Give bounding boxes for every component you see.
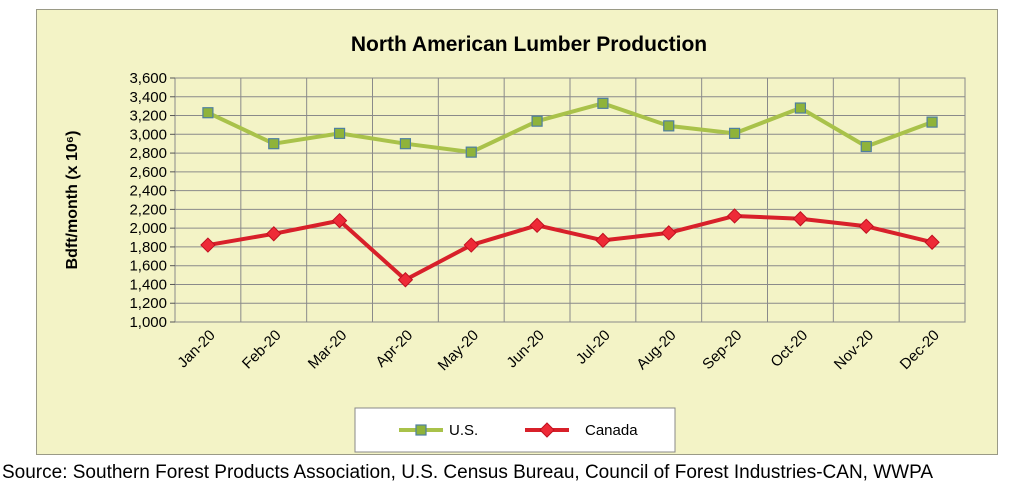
y-tick-label: 1,200 [129, 295, 167, 312]
data-point [331, 212, 348, 229]
x-tick-label: Jun-20 [503, 327, 547, 371]
x-tick-label: Jul-20 [573, 327, 614, 368]
x-tick-label: Nov-20 [831, 327, 877, 373]
y-tick-label: 3,000 [129, 126, 167, 143]
data-point [529, 217, 545, 234]
x-axis-ticks: Jan-20 Feb-20 Mar-20 Apr-20 May-20 Jun-20 Jul-… [174, 327, 943, 374]
y-tick-label: 1,400 [129, 276, 167, 293]
line-chart: North American Lumber Production 1,0001,… [64, 33, 966, 453]
data-point [202, 107, 214, 119]
x-tick-label: Aug-20 [633, 327, 679, 373]
y-tick-label: 3,200 [129, 108, 167, 125]
data-point [858, 218, 874, 234]
source-note: Source: Southern Forest Products Associa… [2, 462, 934, 483]
y-tick-label: 2,600 [129, 164, 167, 181]
data-point [661, 225, 677, 241]
series-lines [200, 97, 940, 288]
x-tick-label: Mar-20 [305, 327, 351, 373]
data-point [924, 234, 940, 250]
y-tick-label: 1,000 [129, 314, 167, 331]
x-tick-label: Oct-20 [767, 327, 811, 371]
data-point [333, 127, 346, 139]
data-point [268, 138, 280, 150]
legend-label: U.S. [449, 422, 478, 439]
x-tick-label: May-20 [435, 327, 482, 374]
y-tick-label: 2,000 [129, 220, 167, 237]
data-point [465, 146, 477, 158]
y-tick-label: 2,800 [129, 145, 167, 162]
x-tick-label: Apr-20 [372, 327, 416, 371]
chart-title: North American Lumber Production [351, 33, 707, 56]
data-point [463, 237, 479, 253]
chart-area: North American Lumber Production 1,000 1,… [36, 9, 998, 455]
data-point [860, 140, 872, 153]
x-tick-label: Sep-20 [699, 327, 745, 373]
y-tick-label: 2,200 [129, 201, 167, 218]
legend: U.S. Canada [354, 407, 676, 453]
x-tick-label: Feb-20 [239, 327, 285, 373]
data-point [397, 272, 414, 288]
data-point [794, 102, 807, 114]
series-line [207, 101, 933, 155]
x-tick-label: Dec-20 [897, 327, 943, 373]
x-tick-label: Jan-20 [174, 327, 218, 371]
data-point [792, 211, 809, 227]
legend-marker [415, 424, 427, 436]
y-tick-label: 1,600 [129, 258, 167, 275]
data-point [663, 120, 675, 132]
data-point [399, 138, 412, 150]
legend-box [354, 407, 676, 453]
y-tick-label: 3,600 [129, 70, 167, 87]
legend-label: Canada [585, 422, 638, 439]
data-point [726, 208, 743, 224]
legend-marker [539, 422, 555, 438]
y-tick-label: 3,400 [129, 89, 167, 106]
data-point [200, 237, 216, 253]
data-point [728, 127, 741, 139]
series-line [207, 213, 933, 282]
y-axis-label: Bdft/month (x 10⁶) [64, 131, 81, 270]
data-point [531, 115, 543, 127]
gridlines [174, 77, 966, 323]
data-point [926, 116, 938, 128]
data-point [597, 97, 609, 109]
data-point [266, 226, 282, 242]
y-tick-label: 2,400 [129, 183, 167, 200]
data-point [595, 232, 611, 249]
y-tick-label: 1,800 [129, 239, 167, 256]
